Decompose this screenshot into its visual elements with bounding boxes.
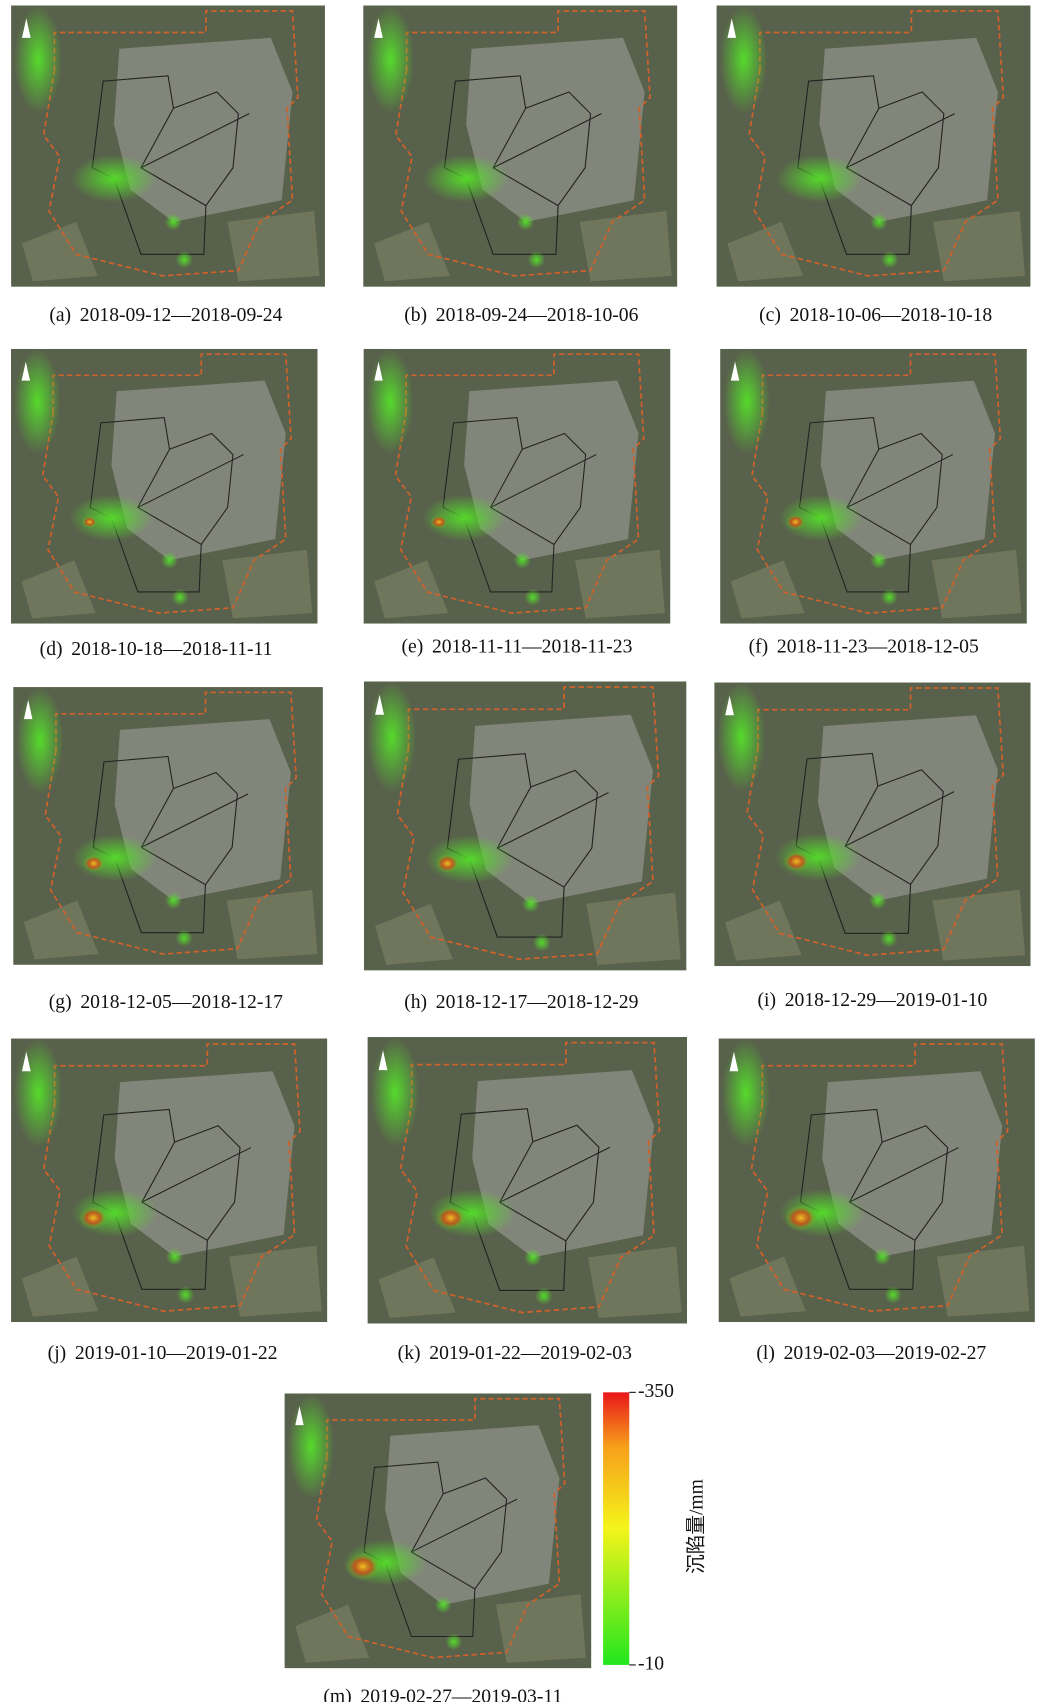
panel-caption: (e) 2018-11-11—2018-11-23 (402, 636, 633, 657)
panel-caption: (g) 2018-12-05—2018-12-17 (49, 992, 283, 1013)
subsidence-hotspot (82, 854, 105, 872)
panel-caption: (b) 2018-09-24—2018-10-06 (404, 305, 638, 326)
map-panel: (m) 2019-02-27—2019-03-11 (283, 1393, 593, 1702)
subsidence-hotspot (79, 1206, 108, 1229)
panel-label: (l) (756, 1343, 775, 1364)
map-panel: (l) 2019-02-03—2019-02-27 (718, 1037, 1035, 1364)
map-panel: (c) 2018-10-06—2018-10-18 (715, 5, 1032, 326)
panel-dates: 2019-02-27—2019-03-11 (360, 1686, 562, 1702)
panel-dates: 2019-02-03—2019-02-27 (784, 1343, 987, 1364)
map-panel: (e) 2018-11-11—2018-11-23 (362, 348, 672, 657)
subsidence-hotspot (785, 514, 806, 530)
panel-caption: (d) 2018-10-18—2018-11-11 (40, 638, 273, 659)
panel-dates: 2019-01-22—2019-02-03 (429, 1343, 632, 1364)
subsidence-hotspot (345, 1552, 381, 1581)
map-panel: (g) 2018-12-05—2018-12-17 (13, 686, 323, 1013)
colorbar (603, 1392, 630, 1665)
panel-label: (b) (404, 305, 427, 326)
map-image (13, 686, 323, 966)
colorbar-tick-label: -350 (638, 1381, 674, 1402)
panel-label: (f) (749, 636, 769, 657)
panel-caption: (f) 2018-11-23—2018-12-05 (749, 636, 979, 657)
colorbar-title: 沉陷量/mm (685, 1479, 707, 1574)
map-image (718, 1037, 1035, 1323)
map-image (362, 5, 679, 287)
map-panel: (j) 2019-01-10—2019-01-22 (11, 1037, 328, 1364)
subsidence-hotspot (82, 516, 98, 528)
panel-dates: 2018-09-12—2018-09-24 (80, 305, 283, 326)
colorbar-tick-label: -10 (638, 1653, 664, 1674)
map-panel: (h) 2018-12-17—2018-12-29 (363, 681, 688, 1013)
map-panel: (b) 2018-09-24—2018-10-06 (362, 5, 679, 326)
map-image (715, 5, 1032, 287)
subsidence-hotspot (435, 1205, 466, 1230)
map-image (10, 348, 319, 624)
panel-label: (i) (757, 989, 776, 1010)
subsidence-hotspot (783, 851, 810, 872)
panel-label: (e) (402, 636, 424, 657)
map-panel: (f) 2018-11-23—2018-12-05 (719, 348, 1028, 657)
panel-label: (j) (48, 1343, 67, 1364)
panel-label: (c) (759, 305, 781, 326)
subsidence-hotspot (435, 854, 460, 873)
panel-dates: 2018-11-23—2018-12-05 (777, 636, 979, 657)
panel-label: (k) (398, 1343, 421, 1364)
map-image (363, 681, 688, 971)
map-image (11, 1037, 328, 1323)
panel-label: (d) (40, 638, 63, 659)
map-image (367, 1036, 688, 1325)
map-image (719, 348, 1028, 624)
panel-caption: (a) 2018-09-12—2018-09-24 (49, 305, 282, 326)
subsidence-hotspot (430, 515, 448, 529)
panel-caption: (j) 2019-01-10—2019-01-22 (48, 1343, 278, 1364)
panel-dates: 2018-12-17—2018-12-29 (436, 992, 639, 1013)
panel-dates: 2018-09-24—2018-10-06 (436, 305, 639, 326)
panel-caption: (m) 2019-02-27—2019-03-11 (323, 1686, 562, 1702)
panel-caption: (h) 2018-12-17—2018-12-29 (404, 992, 638, 1013)
panel-caption: (l) 2019-02-03—2019-02-27 (756, 1343, 986, 1364)
map-panel: (k) 2019-01-22—2019-02-03 (367, 1036, 688, 1364)
panel-caption: (c) 2018-10-06—2018-10-18 (759, 305, 992, 326)
map-panel: (i) 2018-12-29—2019-01-10 (714, 681, 1031, 1010)
map-image (362, 348, 672, 624)
map-panel: (d) 2018-10-18—2018-11-11 (10, 348, 319, 659)
panel-caption: (i) 2018-12-29—2019-01-10 (757, 989, 987, 1010)
panel-dates: 2018-10-18—2018-11-11 (71, 638, 272, 659)
panel-dates: 2018-12-05—2018-12-17 (80, 992, 283, 1013)
panel-dates: 2019-01-10—2019-01-22 (75, 1343, 278, 1364)
map-image (714, 681, 1031, 967)
panel-dates: 2018-11-11—2018-11-23 (432, 636, 633, 657)
panel-label: (h) (404, 992, 427, 1013)
subsidence-hotspot (784, 1204, 818, 1231)
panel-dates: 2018-10-06—2018-10-18 (790, 305, 993, 326)
panel-caption: (k) 2019-01-22—2019-02-03 (398, 1343, 632, 1364)
panel-label: (g) (49, 992, 72, 1013)
panel-label: (a) (49, 305, 71, 326)
map-image (283, 1393, 593, 1669)
panel-label: (m) (323, 1686, 351, 1702)
panel-dates: 2018-12-29—2019-01-10 (785, 989, 988, 1010)
map-panel: (a) 2018-09-12—2018-09-24 (10, 5, 326, 326)
map-image (10, 5, 326, 287)
